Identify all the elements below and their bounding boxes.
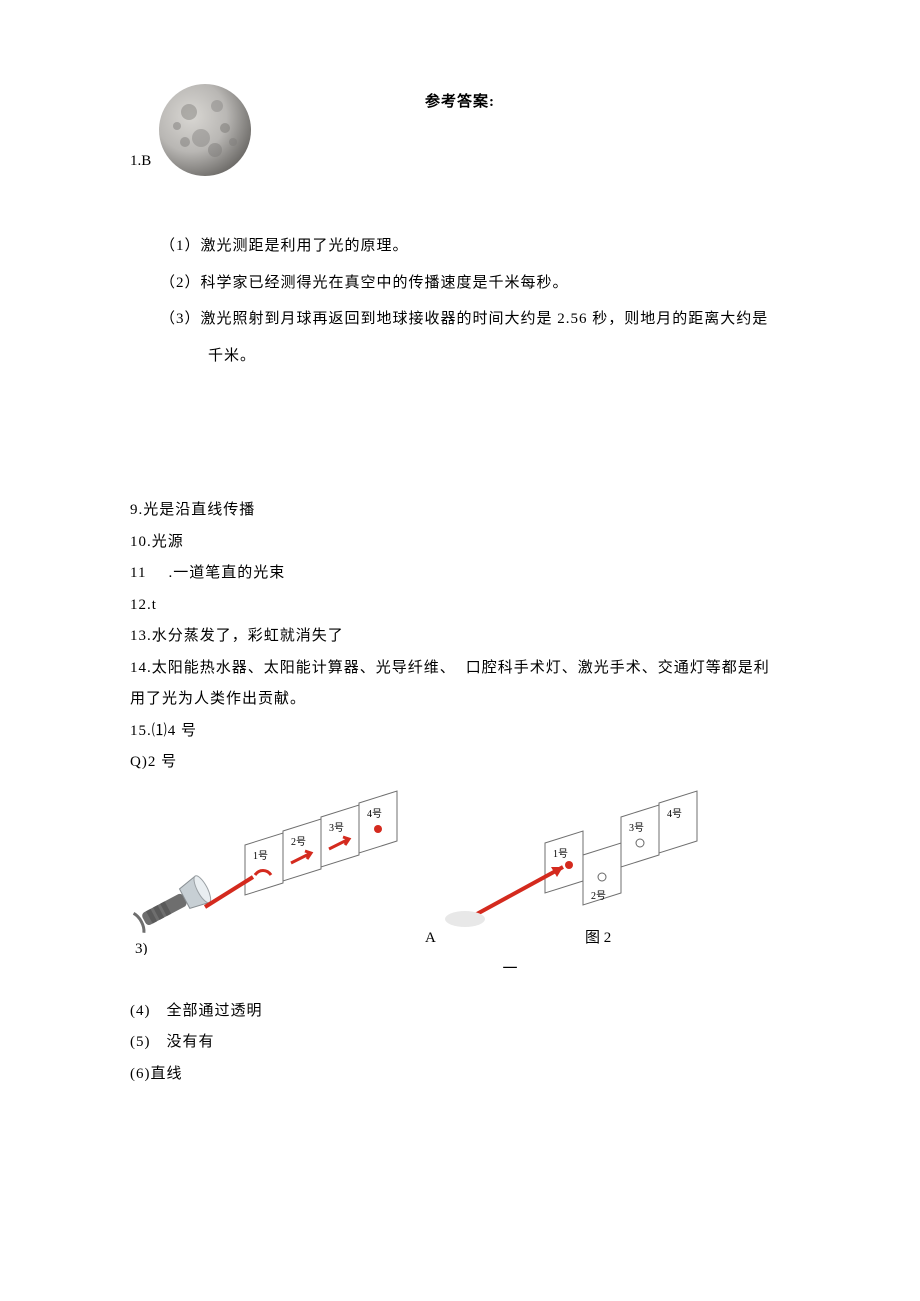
answer-14-cont: 用了光为人类作出贡献。	[130, 684, 790, 716]
answer-14: 14.太阳能热水器、太阳能计算器、光导纤维、口腔科手术灯、激光手术、交通灯等都是…	[130, 653, 790, 685]
moon-image	[155, 80, 255, 185]
flashlight-icon	[132, 873, 214, 936]
answer-15-6: (6)直线	[130, 1059, 790, 1091]
stem-line-1: （1）激光测距是利用了光的原理。	[160, 229, 790, 264]
svg-text:2号: 2号	[291, 836, 306, 848]
answer-9: 9.光是沿直线传播	[130, 495, 790, 527]
svg-text:1号: 1号	[253, 850, 268, 862]
figure-caption-2: 图 2	[585, 926, 611, 947]
figure-label-a: A	[425, 930, 436, 947]
dash-mark: 一	[230, 957, 790, 978]
stem-line-2: （2）科学家已经测得光在真空中的传播速度是千米每秒。	[160, 266, 790, 301]
stem-line-3-cont: 千米。	[208, 339, 790, 374]
svg-text:4号: 4号	[367, 808, 382, 820]
answer-15-2: Q)2 号	[130, 747, 790, 779]
answer-15-1: 15.⑴4 号	[130, 716, 790, 748]
answer-15-5: (5)没有有	[130, 1027, 790, 1059]
answer-10: 10.光源	[130, 527, 790, 559]
stem-line-3: （3）激光照射到月球再返回到地球接收器的时间大约是 2.56 秒，则地月的距离大…	[160, 302, 790, 337]
svg-text:3号: 3号	[329, 822, 344, 834]
answer-15-4: (4)全部通过透明	[130, 996, 790, 1028]
svg-text:4号: 4号	[667, 808, 682, 820]
answer-13: 13.水分蒸发了，彩虹就消失了	[130, 621, 790, 653]
figures-row: 1号 2号 3号 4号	[125, 785, 790, 955]
answer-12: 12.t	[130, 590, 790, 622]
figure-2: 1号 2号 3号 4号	[435, 785, 735, 955]
answer-11: 11.一道笔直的光束	[130, 558, 790, 590]
svg-text:3号: 3号	[629, 822, 644, 834]
figure-1: 1号 2号 3号 4号	[125, 785, 425, 955]
answer-1: 1.B	[130, 153, 151, 170]
svg-text:1号: 1号	[553, 848, 568, 860]
svg-text:3): 3)	[135, 941, 148, 955]
svg-text:2号: 2号	[591, 890, 606, 902]
